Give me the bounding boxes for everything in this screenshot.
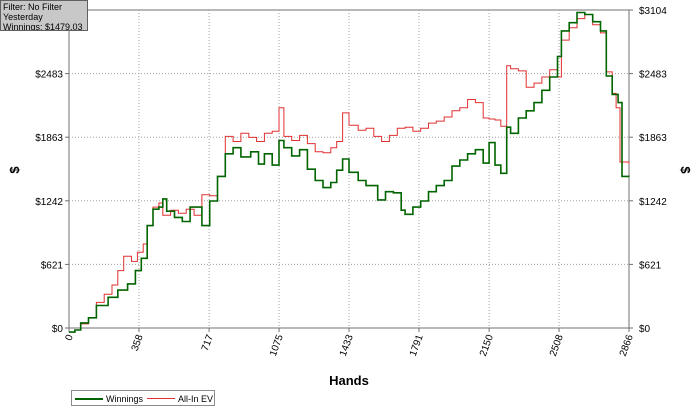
legend-item-winnings: Winnings — [75, 393, 143, 404]
x-tick-label: 358 — [130, 333, 146, 353]
x-tick-label: 2150 — [478, 333, 496, 358]
x-tick-label: 1791 — [408, 333, 426, 358]
y-tick-label-right: $0 — [639, 324, 651, 335]
y-axis-title-left: $ — [7, 166, 22, 174]
legend-swatch-all-in-ev — [147, 398, 175, 399]
filter-info-box: Filter: No Filter Yesterday Winnings: $1… — [0, 0, 88, 31]
x-tick-label: 2866 — [618, 333, 636, 358]
y-axis-right-ticks: $0 $621 $1242 $1863 $2483 $3104 — [629, 6, 667, 335]
legend-swatch-winnings — [75, 397, 103, 400]
y-tick-label-left: $2483 — [35, 70, 63, 81]
y-tick-label-left: $1863 — [35, 133, 63, 144]
legend-label-all-in-ev: All-In EV — [178, 393, 214, 404]
x-tick-label: 1433 — [338, 333, 356, 358]
period-label: Yesterday — [3, 12, 43, 22]
series-layer — [69, 11, 630, 333]
y-tick-label-left: $621 — [41, 260, 64, 271]
legend-item-all-in-ev: All-In EV — [147, 393, 213, 404]
chart-legend: Winnings All-In EV — [71, 390, 215, 406]
legend-label-winnings: Winnings — [106, 393, 144, 404]
x-tick-label: 1075 — [268, 333, 286, 358]
y-tick-label-left: $1242 — [35, 197, 63, 208]
y-tick-label-right: $3104 — [639, 6, 667, 17]
y-tick-label-left: $0 — [52, 324, 64, 335]
x-axis-title: Hands — [329, 373, 369, 388]
y-tick-label-right: $1863 — [639, 133, 667, 144]
y-tick-label-right: $2483 — [639, 70, 667, 81]
x-tick-label: 2508 — [548, 333, 566, 358]
filter-label: Filter: No Filter — [3, 2, 63, 12]
winnings-total-label: Winnings: $1479.03 — [3, 22, 83, 31]
y-axis-title-right: $ — [678, 166, 693, 174]
y-axis-left-ticks: $0$621$1242$1863$2483$3104 — [35, 6, 69, 335]
x-axis-ticks: 0 358 717 1075 1433 1791 2150 2508 2866 — [64, 328, 636, 358]
x-tick-label: 717 — [200, 333, 216, 353]
x-tick-label: 0 — [64, 333, 76, 342]
series-line-all-in-ev — [69, 14, 630, 333]
y-tick-label-right: $1242 — [639, 197, 667, 208]
series-line-winnings — [69, 11, 630, 333]
y-tick-label-right: $621 — [639, 260, 662, 271]
